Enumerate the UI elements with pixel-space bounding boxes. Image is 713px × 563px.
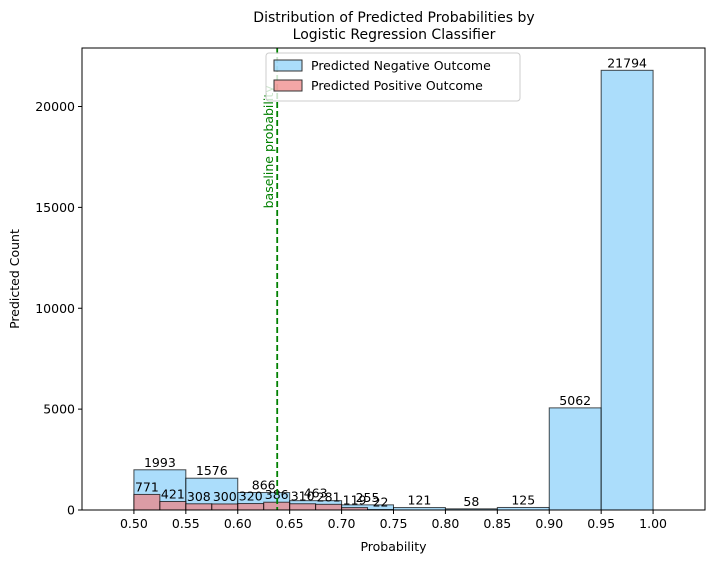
positive-bar-4 <box>237 503 265 511</box>
negative-bar-8 <box>548 407 602 511</box>
positive-bar-label-9: 22 <box>373 495 389 510</box>
x-tick-label-8: 0.90 <box>535 516 563 531</box>
x-tick-label-1: 0.55 <box>172 516 200 531</box>
positive-bar-label-4: 320 <box>239 489 263 504</box>
negative-bar-label-3: 463 <box>304 486 328 501</box>
positive-bar-label-6: 310 <box>291 489 315 504</box>
legend-box <box>265 52 521 102</box>
negative-bar-label-5: 121 <box>408 493 432 508</box>
x-tick-label-6: 0.80 <box>431 516 459 531</box>
legend-label-positive: Predicted Positive Outcome <box>311 78 483 93</box>
legend-label-negative: Predicted Negative Outcome <box>311 58 491 73</box>
baseline-reference-line: baseline probability <box>261 48 279 510</box>
negative-bar-label-7: 125 <box>511 492 535 507</box>
negative-bar-label-0: 1993 <box>144 455 176 470</box>
series-negative-bars <box>133 69 654 511</box>
y-axis-label: Predicted Count <box>7 229 22 329</box>
positive-bar-label-8: 119 <box>343 493 367 508</box>
title-line-2: Logistic Regression Classifier <box>293 27 496 43</box>
negative-bar-label-2: 866 <box>252 478 276 493</box>
y-tick-label-0: 0 <box>67 503 75 518</box>
x-tick-label-0: 0.50 <box>120 516 148 531</box>
bar-value-labels: 1993 1576 866 463 255 121 58 125 5062 21794 771 421… <box>135 55 647 509</box>
positive-bar-label-2: 308 <box>187 489 211 504</box>
title-line-1: Distribution of Predicted Probabilities … <box>253 10 534 26</box>
y-tick-label-2: 10000 <box>35 301 75 316</box>
negative-bar-label-1: 1576 <box>196 463 228 478</box>
negative-bar-label-8: 5062 <box>559 393 591 408</box>
positive-bar-3 <box>211 503 239 511</box>
x-tick-label-2: 0.60 <box>224 516 252 531</box>
positive-bar-label-3: 300 <box>213 489 237 504</box>
positive-bar-0 <box>133 493 161 511</box>
x-tick-label-10: 1.00 <box>639 516 667 531</box>
positive-bar-1 <box>159 501 187 511</box>
x-axis: 0.50 0.55 0.60 0.65 0.70 0.75 0.80 0.85 0.90 0.95… <box>120 510 667 531</box>
y-tick-label-3: 15000 <box>35 200 75 215</box>
y-axis: 0 5000 10000 15000 20000 <box>35 99 82 518</box>
negative-bar-label-6: 58 <box>463 494 479 509</box>
legend-swatch-positive <box>273 79 303 92</box>
y-tick-label-1: 5000 <box>43 402 75 417</box>
legend: Predicted Negative Outcome Predicted Pos… <box>265 52 521 102</box>
positive-bar-label-7: 281 <box>317 489 341 504</box>
positive-bar-label-1: 421 <box>161 487 185 502</box>
chart-title: Distribution of Predicted Probabilities … <box>253 10 534 43</box>
positive-bar-2 <box>185 503 213 511</box>
negative-bar-label-9: 21794 <box>607 55 647 70</box>
positive-bar-7 <box>315 503 343 511</box>
negative-bar-9 <box>600 69 654 511</box>
negative-bar-label-4: 255 <box>356 490 380 505</box>
x-tick-label-7: 0.85 <box>483 516 511 531</box>
y-tick-label-4: 20000 <box>35 99 75 114</box>
x-tick-label-4: 0.70 <box>328 516 356 531</box>
x-tick-label-3: 0.65 <box>276 516 304 531</box>
positive-bar-6 <box>289 503 317 511</box>
x-axis-label: Probability <box>360 539 427 554</box>
x-tick-label-5: 0.75 <box>380 516 408 531</box>
positive-bar-label-0: 771 <box>135 479 159 494</box>
x-tick-label-9: 0.95 <box>587 516 615 531</box>
legend-swatch-negative <box>273 59 303 72</box>
baseline-label: baseline probability <box>261 85 276 209</box>
